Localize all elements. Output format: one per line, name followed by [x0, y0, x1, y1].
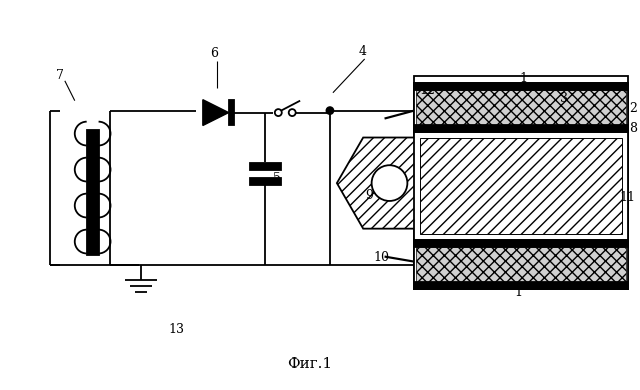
- Bar: [416, 90, 626, 126]
- Circle shape: [289, 109, 296, 116]
- Text: 5: 5: [273, 172, 281, 184]
- Bar: [414, 83, 628, 133]
- Bar: [414, 240, 628, 289]
- Circle shape: [372, 165, 408, 201]
- Text: 2: 2: [629, 102, 637, 115]
- Text: 13: 13: [168, 323, 184, 335]
- Text: 3: 3: [560, 92, 568, 105]
- Text: 8: 8: [628, 122, 637, 135]
- Bar: [250, 178, 281, 185]
- Bar: [414, 76, 628, 289]
- Bar: [250, 163, 281, 170]
- Text: 6: 6: [210, 46, 218, 60]
- Bar: [416, 246, 626, 282]
- Bar: [414, 83, 628, 90]
- Circle shape: [326, 107, 333, 114]
- Polygon shape: [203, 100, 228, 126]
- Polygon shape: [337, 138, 442, 229]
- Text: 1: 1: [515, 286, 523, 299]
- Bar: [414, 133, 628, 240]
- Text: 10: 10: [374, 251, 390, 264]
- Bar: [414, 240, 628, 246]
- Bar: [414, 282, 628, 289]
- Text: Фиг.1: Фиг.1: [287, 357, 333, 371]
- Text: 7: 7: [56, 69, 64, 82]
- Text: 12: 12: [419, 84, 435, 97]
- Text: 11: 11: [620, 191, 636, 204]
- Bar: [420, 138, 622, 234]
- Bar: [228, 100, 234, 126]
- Bar: [86, 131, 99, 255]
- Bar: [414, 126, 628, 133]
- Text: 1: 1: [520, 72, 527, 85]
- Text: 9: 9: [365, 188, 374, 202]
- Text: 4: 4: [358, 44, 367, 58]
- Circle shape: [275, 109, 282, 116]
